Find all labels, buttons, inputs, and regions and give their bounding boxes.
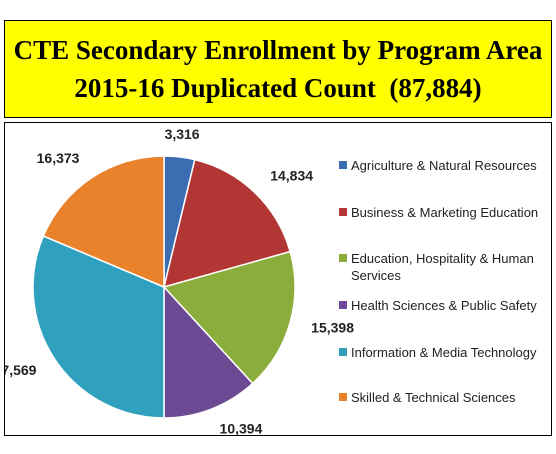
legend-swatch [339, 254, 347, 262]
legend-item: Skilled & Technical Sciences [339, 389, 539, 406]
legend-label: Education, Hospitality & Human Services [351, 251, 534, 283]
chart: 3,316 14,834 15,398 10,394 27,569 16,373 [5, 126, 354, 435]
data-label: 14,834 [270, 168, 313, 184]
legend-swatch [339, 208, 347, 216]
data-label: 27,569 [5, 362, 37, 378]
legend-item: Education, Hospitality & Human Services [339, 250, 539, 284]
legend-label: Business & Marketing Education [351, 205, 539, 220]
legend-item: Business & Marketing Education [339, 204, 539, 221]
legend-swatch [339, 348, 347, 356]
legend-label: Agriculture & Natural Resources [351, 158, 537, 173]
legend-label: Health Sciences & Public Safety [351, 298, 537, 313]
pie-slice [162, 250, 296, 385]
legend-item: Information & Media Technology [339, 344, 539, 361]
pie-slice [32, 234, 165, 419]
legend-label: Skilled & Technical Sciences [351, 390, 516, 405]
data-label: 15,398 [311, 320, 354, 336]
legend-item: Agriculture & Natural Resources [339, 157, 539, 174]
data-label: 3,316 [165, 126, 200, 142]
pie-slice [162, 158, 292, 289]
legend-swatch [339, 161, 347, 169]
chart-title: CTE Secondary Enrollment by Program Area… [13, 35, 550, 103]
pie-slice [163, 285, 254, 419]
data-label: 10,394 [220, 420, 263, 435]
legend-swatch [339, 301, 347, 309]
chart-box: 3,316 14,834 15,398 10,394 27,569 16,373 Agri… [4, 122, 552, 436]
pie-slice [42, 155, 165, 289]
legend-item: Health Sciences & Public Safety [339, 297, 539, 314]
data-label: 16,373 [37, 150, 80, 166]
legend-swatch [339, 393, 347, 401]
legend-label: Information & Media Technology [351, 345, 537, 360]
title-box: CTE Secondary Enrollment by Program Area… [4, 20, 552, 118]
